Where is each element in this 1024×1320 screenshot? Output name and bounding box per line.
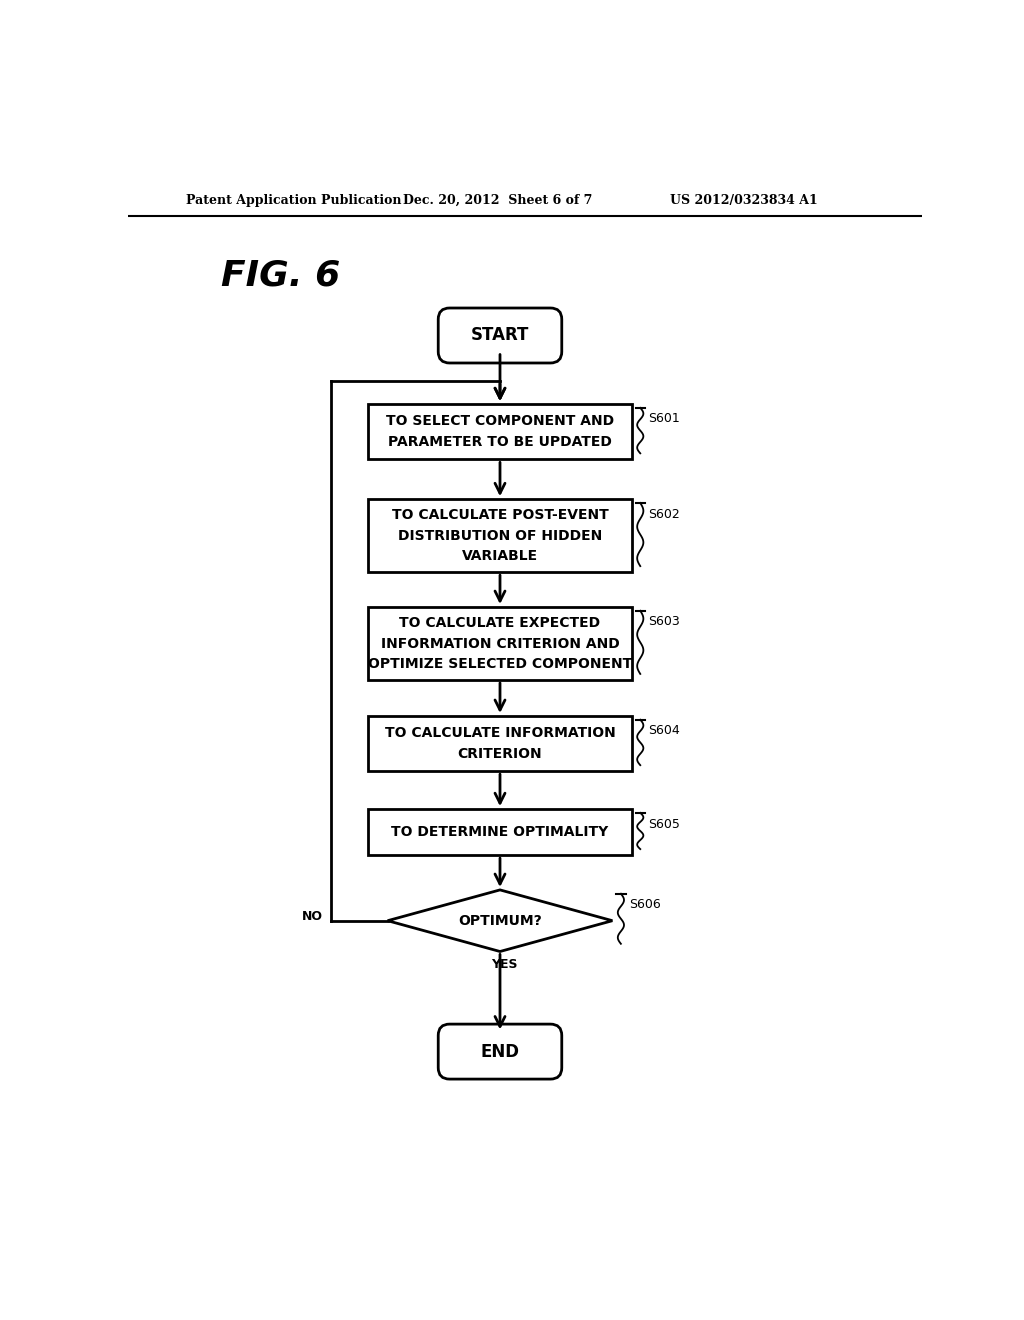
Text: S602: S602 [648,508,680,520]
Text: YES: YES [490,958,517,970]
Text: S606: S606 [629,899,660,911]
Text: S603: S603 [648,615,680,628]
Text: TO CALCULATE INFORMATION
CRITERION: TO CALCULATE INFORMATION CRITERION [385,726,615,760]
Text: FIG. 6: FIG. 6 [221,259,340,293]
FancyBboxPatch shape [438,1024,562,1078]
Text: S605: S605 [648,817,680,830]
Text: Dec. 20, 2012  Sheet 6 of 7: Dec. 20, 2012 Sheet 6 of 7 [403,194,593,207]
Bar [369,499,632,573]
Text: TO CALCULATE POST-EVENT
DISTRIBUTION OF HIDDEN
VARIABLE: TO CALCULATE POST-EVENT DISTRIBUTION OF … [391,508,608,564]
Text: TO SELECT COMPONENT AND
PARAMETER TO BE UPDATED: TO SELECT COMPONENT AND PARAMETER TO BE … [386,414,614,449]
FancyBboxPatch shape [438,308,562,363]
Text: NO: NO [302,911,324,924]
Bar [369,607,632,680]
Text: TO CALCULATE EXPECTED
INFORMATION CRITERION AND
OPTIMIZE SELECTED COMPONENT: TO CALCULATE EXPECTED INFORMATION CRITER… [368,616,632,671]
Polygon shape [388,890,612,952]
Text: TO DETERMINE OPTIMALITY: TO DETERMINE OPTIMALITY [391,825,608,840]
Bar [369,809,632,855]
Text: END: END [480,1043,519,1060]
Bar [369,404,632,459]
Text: Patent Application Publication: Patent Application Publication [186,194,401,207]
Text: S601: S601 [648,412,680,425]
Bar [369,715,632,771]
Text: US 2012/0323834 A1: US 2012/0323834 A1 [671,194,818,207]
Text: S604: S604 [648,725,680,738]
Text: OPTIMUM?: OPTIMUM? [458,913,542,928]
Text: START: START [471,326,529,345]
